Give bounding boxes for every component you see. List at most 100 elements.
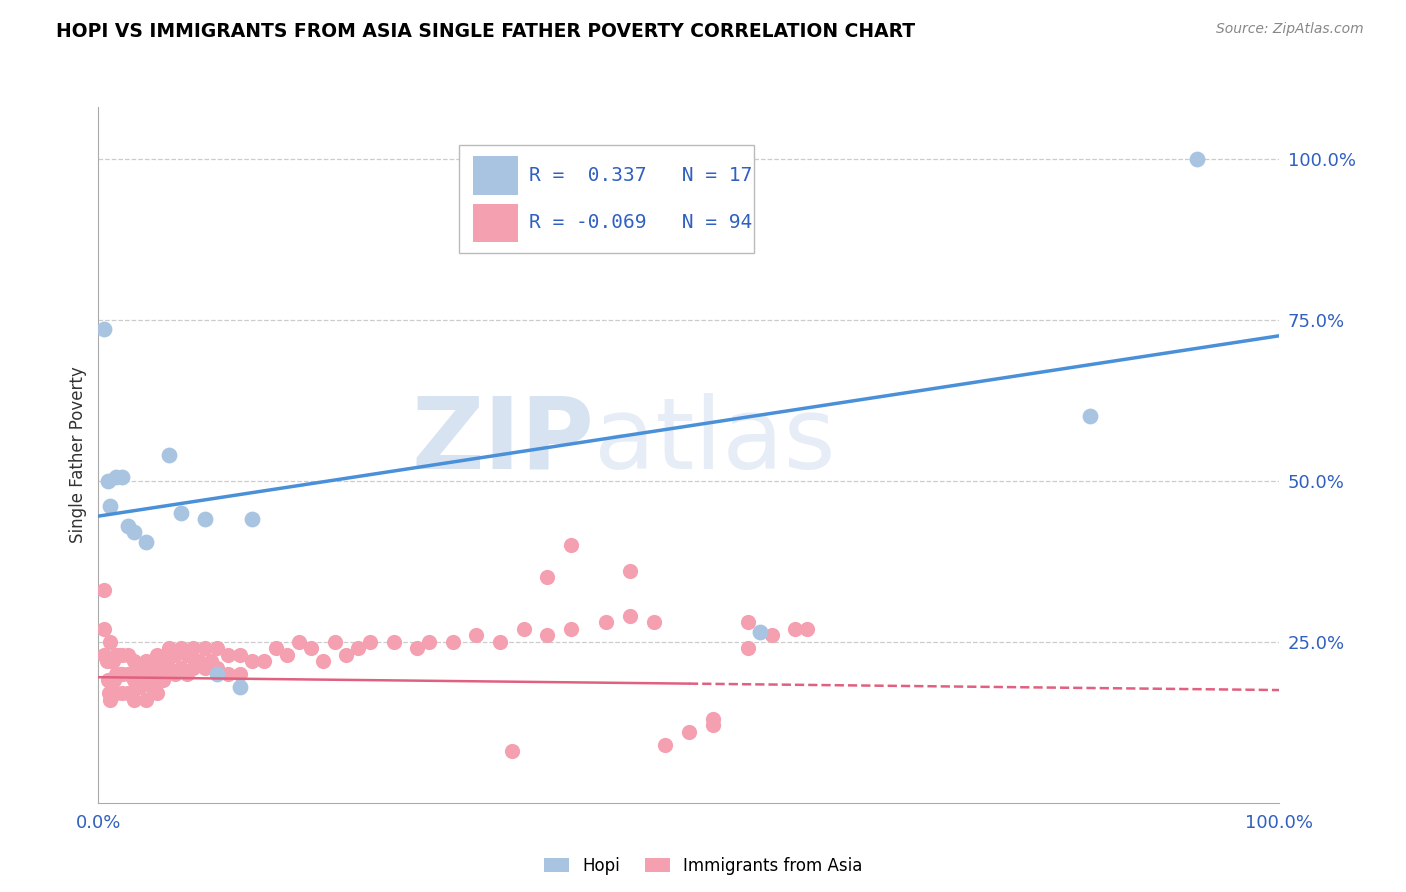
Point (110, 667, 132, 681)
Point (229, 648, 252, 662)
Point (93, 648, 115, 662)
Point (117, 667, 139, 681)
Point (288, 634, 311, 648)
Point (105, 686, 128, 700)
Point (105, 667, 128, 681)
Point (761, 628, 783, 642)
Point (489, 634, 512, 648)
Point (170, 660, 193, 674)
Point (323, 634, 346, 648)
Point (229, 680, 252, 694)
Point (678, 725, 700, 739)
Point (560, 622, 582, 636)
Point (1185, 152, 1208, 166)
Point (105, 648, 128, 662)
Point (122, 692, 145, 706)
Point (108, 648, 131, 662)
Point (748, 625, 770, 640)
Point (737, 615, 759, 630)
Point (128, 660, 150, 674)
Text: ZIP: ZIP (412, 392, 595, 490)
Point (146, 648, 169, 662)
Point (152, 654, 174, 668)
Point (135, 673, 157, 688)
Point (165, 648, 187, 662)
Point (205, 667, 228, 681)
Point (165, 667, 187, 681)
Point (796, 622, 818, 636)
Point (194, 641, 217, 656)
Text: R =  0.337   N = 17: R = 0.337 N = 17 (530, 166, 752, 185)
Point (97, 673, 120, 688)
Point (406, 641, 429, 656)
Point (98, 654, 121, 668)
Point (217, 648, 239, 662)
Bar (474, 156, 517, 195)
Point (98, 686, 121, 700)
Point (702, 718, 724, 732)
Point (111, 686, 134, 700)
Point (141, 660, 163, 674)
Point (141, 680, 163, 694)
Point (93, 322, 115, 336)
Point (128, 680, 150, 694)
Point (117, 648, 139, 662)
Point (595, 615, 617, 630)
Point (98, 673, 121, 688)
Point (737, 641, 759, 656)
Point (1080, 409, 1102, 424)
Point (312, 654, 335, 668)
Point (194, 660, 217, 674)
Point (170, 506, 193, 520)
Point (111, 648, 134, 662)
Point (98, 692, 121, 706)
Point (176, 648, 198, 662)
Point (643, 615, 665, 630)
Point (359, 634, 381, 648)
Point (135, 534, 157, 549)
Point (117, 518, 139, 533)
Point (536, 628, 558, 642)
Point (117, 686, 139, 700)
Point (103, 673, 125, 688)
Text: R = -0.069   N = 94: R = -0.069 N = 94 (530, 213, 752, 233)
Point (217, 667, 239, 681)
Point (276, 648, 298, 662)
Point (200, 654, 222, 668)
Point (111, 470, 134, 484)
Point (93, 583, 115, 598)
Point (96, 654, 118, 668)
Point (194, 512, 217, 526)
Point (418, 634, 440, 648)
Point (347, 641, 370, 656)
Bar (474, 203, 517, 243)
Point (240, 512, 263, 526)
Point (181, 660, 204, 674)
Point (205, 641, 228, 656)
Point (560, 538, 582, 552)
Point (176, 667, 198, 681)
Point (465, 628, 488, 642)
Point (93, 622, 115, 636)
Y-axis label: Single Father Poverty: Single Father Poverty (69, 367, 87, 543)
Point (122, 654, 145, 668)
Point (98, 634, 121, 648)
Point (157, 660, 180, 674)
Text: Source: ZipAtlas.com: Source: ZipAtlas.com (1216, 22, 1364, 37)
Point (98, 500, 121, 514)
Point (146, 686, 169, 700)
FancyBboxPatch shape (458, 145, 754, 253)
Point (335, 648, 357, 662)
Text: atlas: atlas (595, 392, 837, 490)
Point (619, 609, 641, 624)
Point (111, 667, 134, 681)
Point (122, 525, 145, 540)
Point (785, 622, 807, 636)
Point (157, 448, 180, 462)
Point (152, 673, 174, 688)
Point (264, 641, 287, 656)
Point (157, 641, 180, 656)
Point (170, 641, 193, 656)
Point (536, 570, 558, 584)
Point (97, 474, 120, 488)
